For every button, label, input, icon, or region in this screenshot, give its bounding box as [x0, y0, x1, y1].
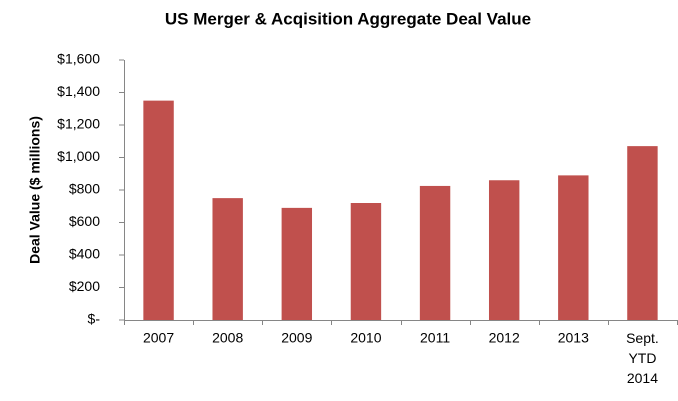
- x-tick-label: 2013: [558, 330, 589, 346]
- y-tick-label: $1,600: [57, 51, 100, 67]
- bar: [143, 100, 174, 320]
- y-tick-label: $800: [69, 181, 100, 197]
- y-tick-label: $1,200: [57, 116, 100, 132]
- bar: [281, 207, 313, 320]
- y-tick-label: $400: [69, 246, 100, 262]
- x-tick-label: 2012: [489, 330, 520, 346]
- chart-title: US Merger & Acqisition Aggregate Deal Va…: [165, 9, 531, 28]
- y-axis-title: Deal Value ($ millions): [27, 116, 43, 264]
- bar: [212, 198, 243, 320]
- x-tick-label: 2011: [420, 330, 450, 346]
- y-tick-label: $200: [69, 278, 100, 294]
- bar: [558, 175, 589, 320]
- y-tick-label: $1,000: [57, 148, 100, 164]
- x-tick-label: 2010: [350, 330, 381, 346]
- bar: [488, 180, 520, 320]
- bar: [350, 203, 382, 320]
- x-tick-label: Sept. YTD 2014: [626, 330, 659, 386]
- x-tick-label: 2007: [143, 330, 174, 346]
- x-tick-label: 2008: [212, 330, 243, 346]
- bar: [627, 146, 658, 320]
- bar: [419, 185, 451, 320]
- y-tick-label: $1,400: [57, 83, 100, 99]
- x-tick-label: 2009: [281, 330, 312, 346]
- y-tick-label: $-: [88, 311, 101, 327]
- y-tick-label: $600: [69, 213, 100, 229]
